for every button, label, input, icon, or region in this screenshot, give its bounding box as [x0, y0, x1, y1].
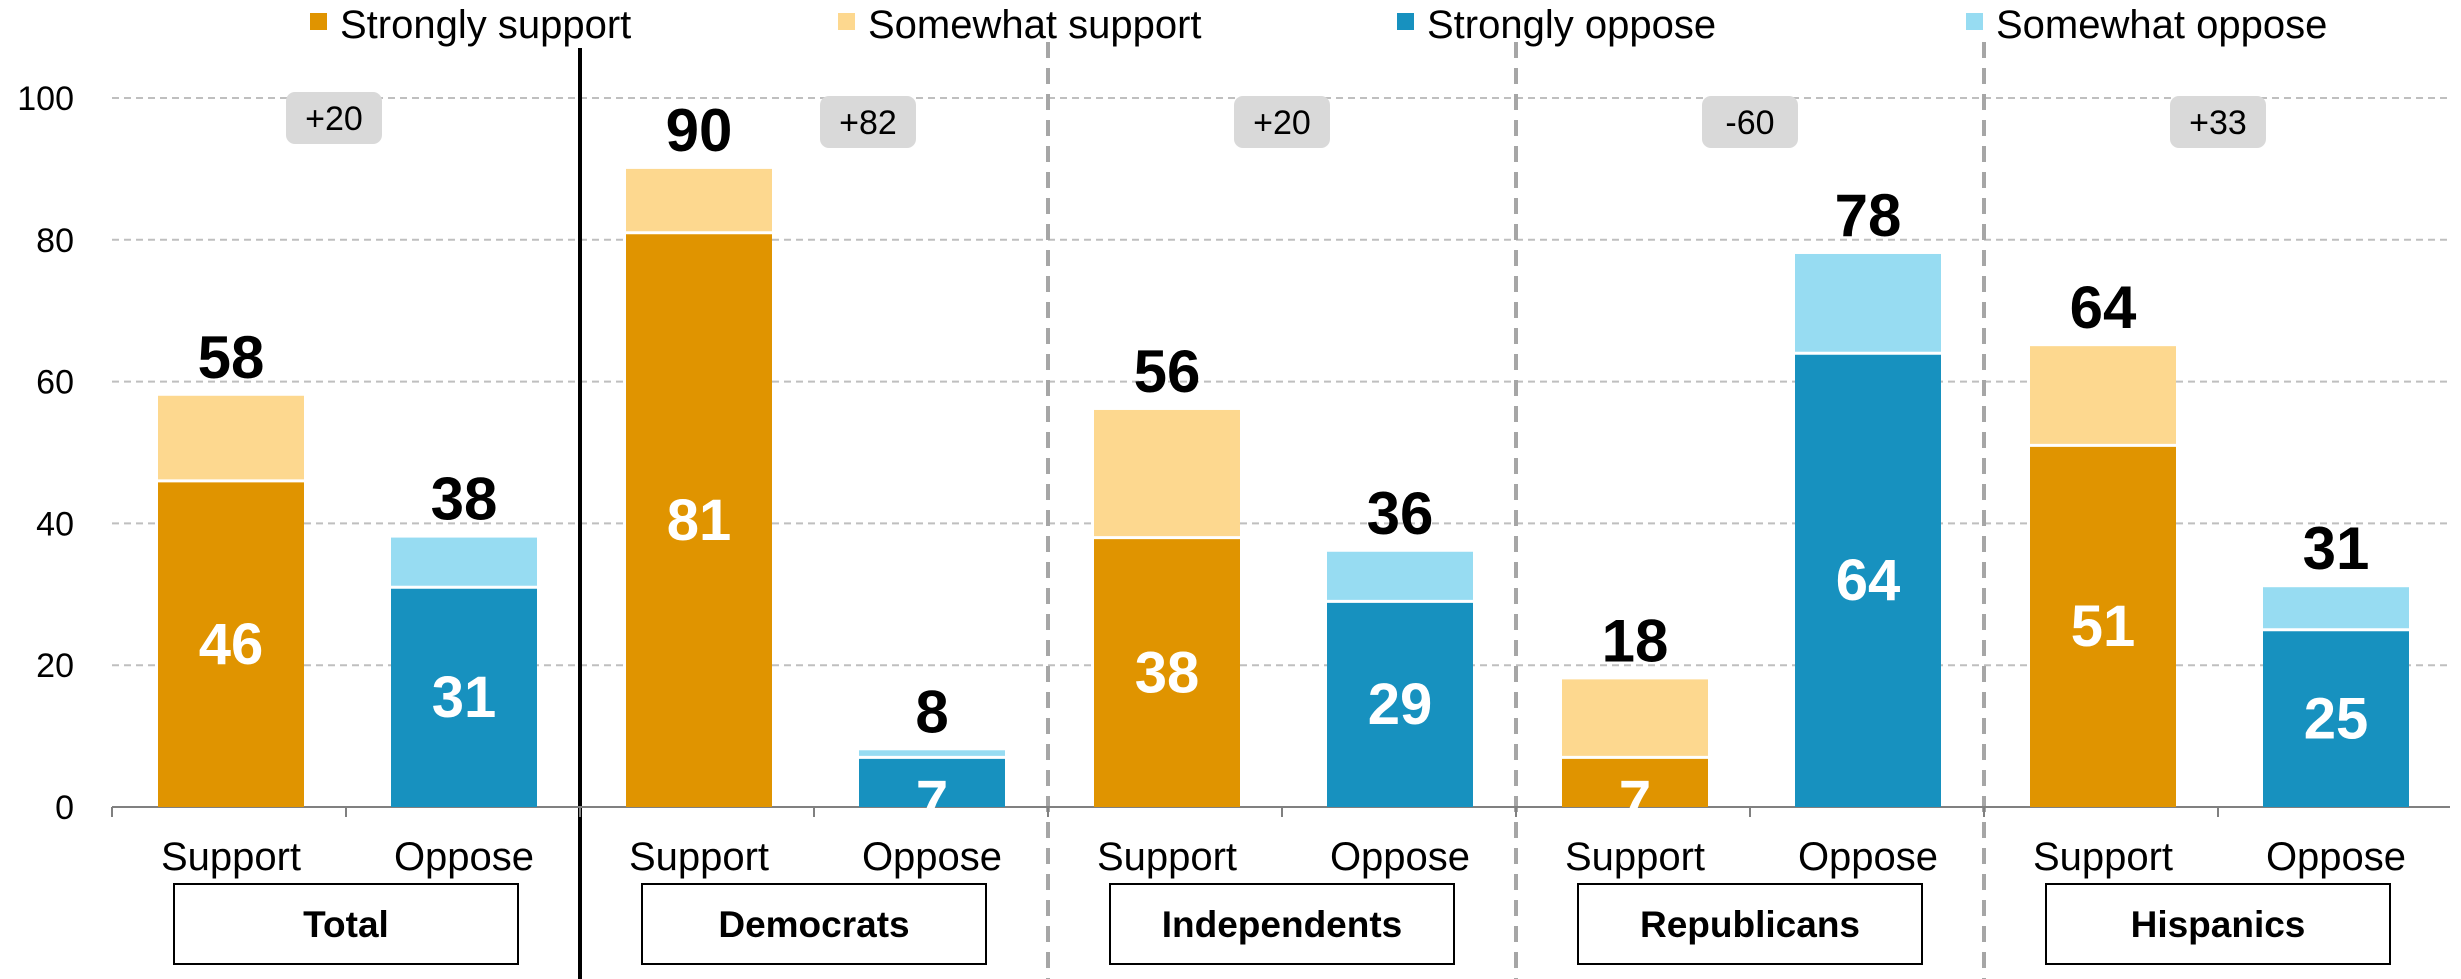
hispanics-support-strongly-bar	[2030, 445, 2176, 807]
democrats-oppose-somewhat-bar	[859, 750, 1005, 758]
republicans-oppose-total-label: 78	[1835, 182, 1902, 249]
legend-swatch-strongly-support	[310, 13, 327, 30]
y-tick-label-100: 100	[17, 80, 74, 118]
hispanics-net-label: +33	[2189, 104, 2247, 142]
democrats-net-label: +82	[839, 104, 897, 142]
y-tick-label-60: 60	[36, 364, 74, 402]
democrats-support-strongly-bar	[626, 232, 772, 807]
legend-label-strongly-oppose: Strongly oppose	[1427, 3, 1716, 47]
independents-support-category-label: Support	[1097, 835, 1237, 879]
hispanics-oppose-strongly-bar	[2263, 629, 2409, 807]
legend-swatch-somewhat-support	[838, 13, 855, 30]
total-oppose-total-label: 38	[431, 466, 498, 533]
republicans-oppose-strongly-bar	[1795, 353, 1941, 807]
independents-oppose-category-label: Oppose	[1330, 835, 1470, 879]
hispanics-support-somewhat-bar	[2030, 346, 2176, 446]
democrats-group-box	[641, 883, 987, 965]
total-support-strongly-bar	[158, 480, 304, 807]
democrats-support-strongly-value-label: 81	[667, 488, 732, 553]
republicans-group-label: Republicans	[1640, 904, 1860, 945]
republicans-net-label: -60	[1725, 104, 1774, 142]
republicans-support-strongly-value-label: 7	[1619, 769, 1651, 834]
democrats-support-category-label: Support	[629, 835, 769, 879]
independents-support-strongly-bar	[1094, 537, 1240, 807]
independents-support-total-label: 56	[1134, 338, 1201, 405]
democrats-group-label: Democrats	[718, 904, 909, 945]
legend-swatch-strongly-oppose	[1397, 13, 1414, 30]
republicans-support-category-label: Support	[1565, 835, 1705, 879]
total-net-badge	[286, 92, 382, 144]
republicans-oppose-category-label: Oppose	[1798, 835, 1938, 879]
hispanics-net-badge	[2170, 96, 2266, 148]
republicans-support-strongly-bar	[1562, 757, 1708, 807]
hispanics-oppose-somewhat-bar	[2263, 587, 2409, 630]
democrats-oppose-category-label: Oppose	[862, 835, 1002, 879]
hispanics-group-box	[2045, 883, 2391, 965]
legend-label-strongly-support: Strongly support	[340, 3, 631, 47]
total-support-somewhat-bar	[158, 395, 304, 481]
independents-group-label: Independents	[1162, 904, 1403, 945]
democrats-oppose-total-label: 8	[915, 678, 948, 745]
hispanics-oppose-strongly-value-label: 25	[2304, 686, 2369, 751]
legend-label-somewhat-oppose: Somewhat oppose	[1996, 3, 2327, 47]
hispanics-oppose-total-label: 31	[2303, 515, 2370, 582]
republicans-group-box	[1577, 883, 1923, 965]
hispanics-support-total-label: 64	[2070, 274, 2137, 341]
total-group-box	[173, 883, 519, 965]
total-net-label: +20	[305, 100, 363, 138]
total-support-strongly-value-label: 46	[199, 612, 264, 677]
legend-label-somewhat-support: Somewhat support	[868, 3, 1202, 47]
independents-net-label: +20	[1253, 104, 1311, 142]
total-oppose-somewhat-bar	[391, 537, 537, 588]
independents-net-badge	[1234, 96, 1330, 148]
legend-swatch-somewhat-oppose	[1966, 13, 1983, 30]
democrats-support-somewhat-bar	[626, 168, 772, 233]
republicans-net-badge	[1702, 96, 1798, 148]
independents-support-strongly-value-label: 38	[1135, 640, 1200, 705]
total-oppose-strongly-value-label: 31	[432, 665, 497, 730]
independents-oppose-total-label: 36	[1367, 480, 1434, 547]
y-tick-label-80: 80	[36, 222, 74, 260]
y-tick-label-40: 40	[36, 505, 74, 543]
democrats-oppose-strongly-value-label: 7	[916, 769, 948, 834]
independents-oppose-somewhat-bar	[1327, 551, 1473, 602]
republicans-support-somewhat-bar	[1562, 679, 1708, 758]
total-support-category-label: Support	[161, 835, 301, 879]
independents-support-somewhat-bar	[1094, 409, 1240, 538]
democrats-support-total-label: 90	[666, 97, 733, 164]
independents-oppose-strongly-value-label: 29	[1368, 672, 1433, 737]
democrats-oppose-strongly-bar	[859, 757, 1005, 807]
republicans-support-total-label: 18	[1602, 607, 1669, 674]
independents-group-box	[1109, 883, 1455, 965]
independents-oppose-strongly-bar	[1327, 601, 1473, 807]
y-tick-label-20: 20	[36, 647, 74, 685]
total-oppose-category-label: Oppose	[394, 835, 534, 879]
hispanics-oppose-category-label: Oppose	[2266, 835, 2406, 879]
hispanics-group-label: Hispanics	[2131, 904, 2306, 945]
total-oppose-strongly-bar	[391, 587, 537, 807]
total-support-total-label: 58	[198, 324, 265, 391]
democrats-net-badge	[820, 96, 916, 148]
y-tick-label-0: 0	[55, 789, 74, 827]
hispanics-support-category-label: Support	[2033, 835, 2173, 879]
total-group-label: Total	[303, 904, 389, 945]
hispanics-support-strongly-value-label: 51	[2071, 594, 2136, 659]
republicans-oppose-strongly-value-label: 64	[1836, 548, 1901, 613]
republicans-oppose-somewhat-bar	[1795, 253, 1941, 354]
